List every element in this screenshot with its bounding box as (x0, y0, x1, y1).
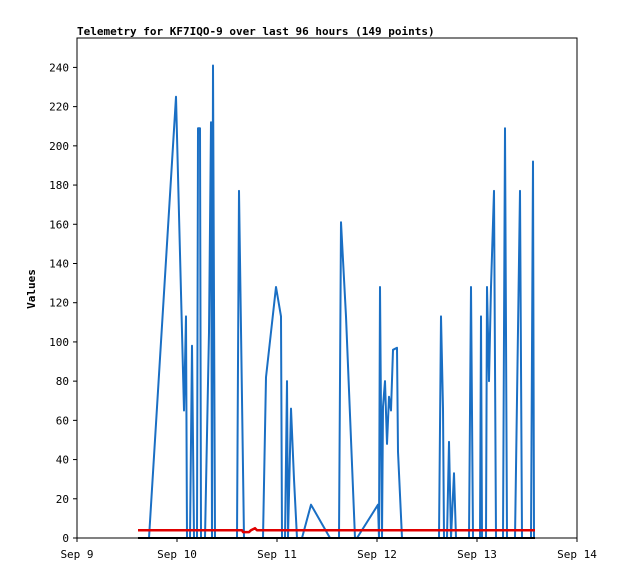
y-tick-label: 80 (56, 375, 69, 388)
y-tick-label: 140 (49, 257, 69, 270)
y-tick-label: 220 (49, 101, 69, 114)
y-tick-label: 0 (62, 532, 69, 545)
x-tick-label: Sep 12 (357, 548, 397, 561)
x-axis: Sep 9 Sep 10 Sep 11 Sep 12 Sep 13 Sep 14 (60, 538, 597, 561)
y-tick-label: 20 (56, 493, 69, 506)
y-tick-label: 40 (56, 454, 69, 467)
x-tick-label: Sep 13 (457, 548, 497, 561)
series-line-1 (138, 64, 535, 539)
series-group (138, 64, 535, 539)
y-tick-label: 180 (49, 179, 69, 192)
x-tick-label: Sep 11 (257, 548, 297, 561)
y-axis: 0 20 40 60 80 100 120 140 160 180 200 220 240 (49, 61, 77, 545)
y-tick-label: 100 (49, 336, 69, 349)
series-line-2 (138, 526, 535, 534)
y-tick-label: 200 (49, 140, 69, 153)
y-tick-label: 120 (49, 297, 69, 310)
y-tick-label: 240 (49, 61, 69, 74)
y-tick-label: 160 (49, 218, 69, 231)
x-tick-label: Sep 14 (557, 548, 597, 561)
y-tick-label: 60 (56, 414, 69, 427)
x-tick-label: Sep 10 (157, 548, 197, 561)
chart-title: Telemetry for KF7IQO-9 over last 96 hour… (77, 25, 435, 38)
x-tick-label: Sep 9 (60, 548, 93, 561)
y-axis-label: Values (25, 269, 38, 309)
plot-area (76, 37, 578, 539)
